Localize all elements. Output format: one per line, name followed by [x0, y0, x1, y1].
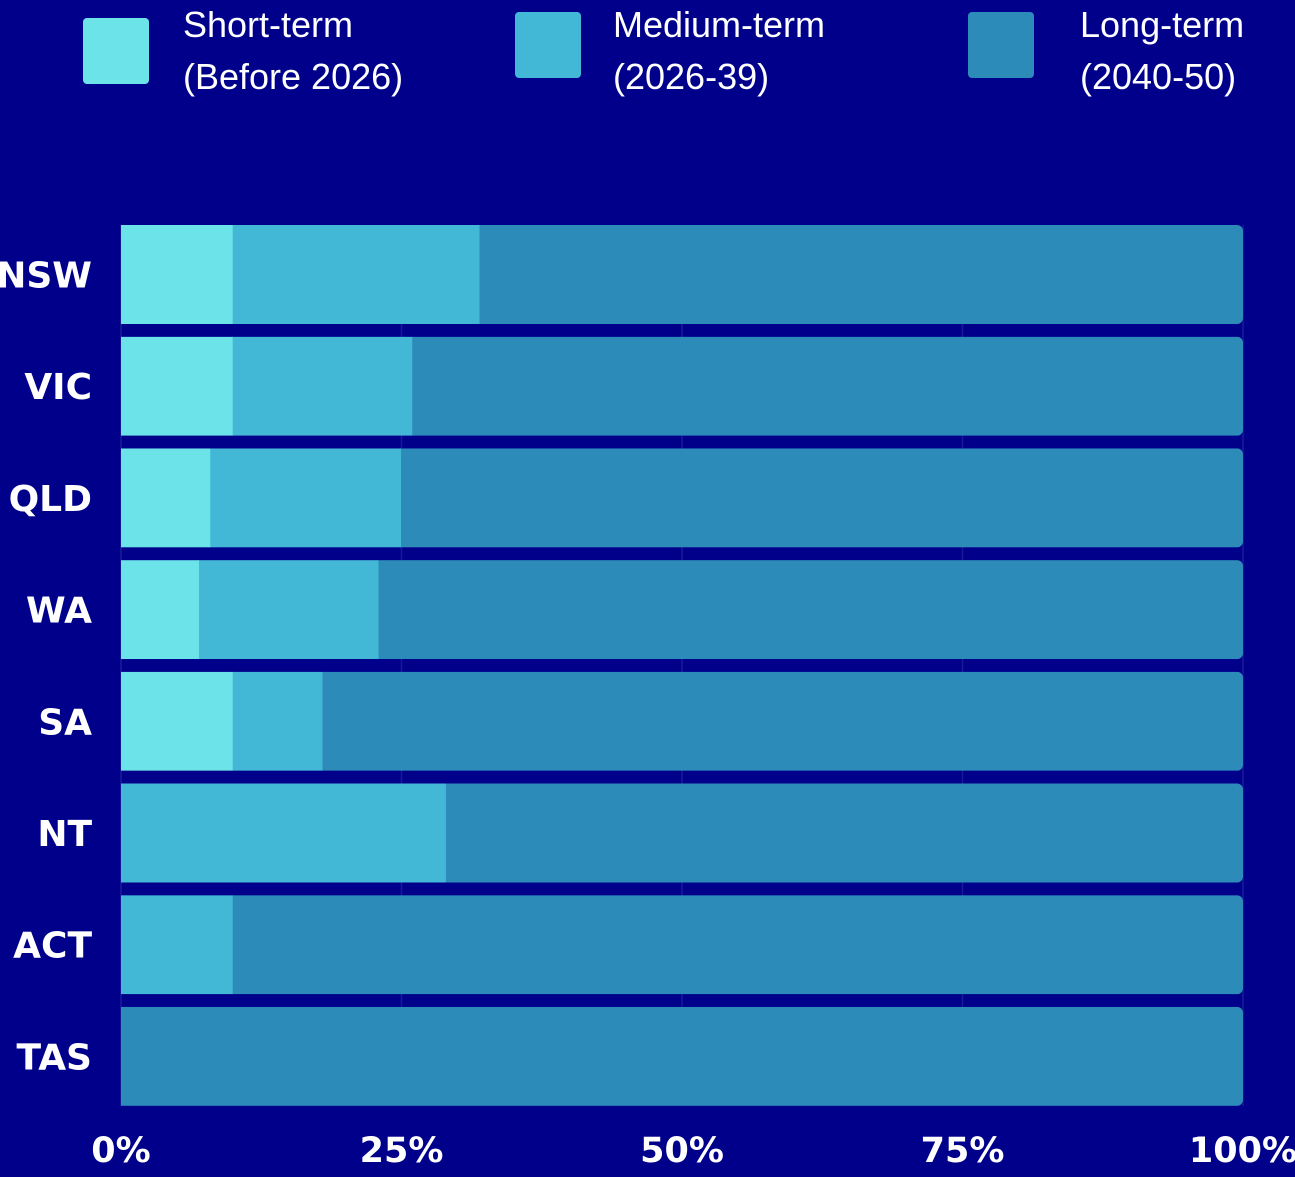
legend-swatch-0: [83, 18, 149, 84]
category-label-wa: WA: [26, 591, 92, 632]
legend-label-0-line-0: Short-term: [183, 4, 354, 45]
category-label-qld: QLD: [9, 479, 92, 520]
bar-vic-series-0: [121, 336, 234, 436]
bar-tas-series-2: [121, 1006, 1243, 1106]
x-tick-label-4: 100%: [1189, 1131, 1295, 1171]
bar-row-vic: [121, 336, 1243, 436]
x-tick-label-0: 0%: [91, 1131, 150, 1171]
bar-row-sa: [121, 671, 1243, 771]
legend-swatch-1: [515, 12, 581, 78]
bar-row-qld: [121, 448, 1243, 548]
bar-vic-series-1: [232, 336, 413, 436]
bar-nt-series-2: [445, 783, 1243, 883]
bar-nsw-series-1: [232, 225, 481, 324]
x-tick-label-1: 25%: [360, 1131, 444, 1171]
x-tick-label-2: 50%: [640, 1131, 724, 1171]
bar-act-series-2: [232, 895, 1243, 995]
category-label-tas: TAS: [16, 1037, 92, 1078]
legend-label-0-line-1: (Before 2026): [183, 56, 404, 97]
bar-row-act: [121, 895, 1243, 995]
x-tick-label-3: 75%: [921, 1131, 1005, 1171]
bar-qld-series-0: [121, 448, 211, 548]
bar-wa-series-0: [121, 560, 200, 660]
category-label-act: ACT: [13, 926, 92, 967]
legend-label-1-line-1: (2026-39): [613, 56, 770, 97]
bar-qld-series-1: [210, 448, 402, 548]
bar-sa-series-2: [322, 671, 1243, 771]
bar-nsw-series-0: [121, 225, 234, 324]
bar-row-tas: [121, 1006, 1243, 1106]
legend-label-2-line-1: (2040-50): [1080, 56, 1237, 97]
category-label-sa: SA: [38, 702, 92, 743]
legend-label-1: Medium-term (2026-39): [613, 0, 825, 103]
category-label-vic: VIC: [24, 367, 92, 408]
legend-label-2-line-0: Long-term: [1080, 4, 1245, 45]
bar-wa-series-1: [199, 560, 380, 660]
category-label-nsw: NSW: [0, 256, 92, 297]
bar-wa-series-2: [378, 560, 1243, 660]
legend-label-0: Short-term (Before 2026): [183, 0, 403, 103]
bar-row-nsw: [121, 225, 1243, 324]
bar-sa-series-1: [232, 671, 323, 771]
bar-nt-series-1: [121, 783, 447, 883]
bar-row-wa: [121, 560, 1243, 660]
bar-qld-series-2: [401, 448, 1243, 548]
bar-sa-series-0: [121, 671, 234, 771]
legend-swatch-2: [968, 12, 1034, 78]
bar-row-nt: [121, 783, 1243, 883]
bar-act-series-1: [121, 895, 234, 995]
legend-label-1-line-0: Medium-term: [613, 4, 826, 45]
legend-label-2: Long-term (2040-50): [1080, 0, 1244, 103]
category-label-nt: NT: [37, 814, 92, 855]
bar-vic-series-2: [412, 336, 1243, 436]
bar-nsw-series-2: [479, 225, 1243, 324]
